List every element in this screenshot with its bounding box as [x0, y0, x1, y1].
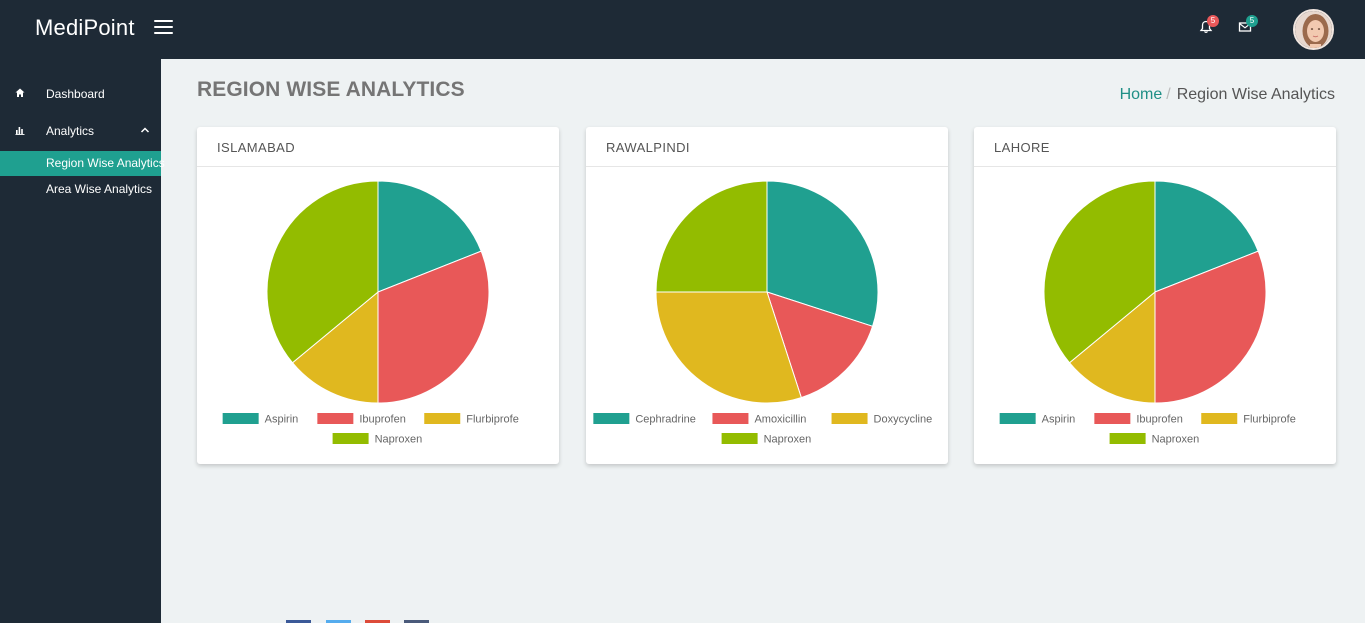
- top-navbar: MediPoint 5 5: [0, 0, 1365, 59]
- card-title: RAWALPINDI: [586, 127, 948, 167]
- sidebar-subitem-label: Region Wise Analytics: [46, 156, 165, 170]
- legend-swatch-doxycycline[interactable]: [831, 413, 868, 424]
- chevron-up-icon[interactable]: [140, 125, 150, 135]
- pie-slice-ibuprofen[interactable]: [377, 250, 490, 404]
- sidebar-subitem-region-wise-analytics[interactable]: Region Wise Analytics: [0, 151, 165, 176]
- pie-slice-naproxen[interactable]: [1043, 180, 1156, 364]
- pie-slice-flurbiprofe[interactable]: [291, 290, 379, 404]
- pie-chart: Aspirin Ibuprofen Flurbiprofe Naproxen: [999, 180, 1296, 446]
- pie-chart: Cephradrine Amoxicillin Doxycycline Naproxe…: [593, 180, 933, 446]
- legend-label-cephradrine[interactable]: Cephradrine: [635, 414, 696, 426]
- legend-label-naproxen[interactable]: Naproxen: [1152, 434, 1200, 446]
- notifications-bell-icon[interactable]: 5: [1199, 15, 1219, 36]
- legend-swatch-flurbiprofe[interactable]: [424, 413, 461, 424]
- sidebar-subitem-area-wise-analytics[interactable]: Area Wise Analytics: [0, 177, 161, 202]
- card-title: ISLAMABAD: [197, 127, 559, 167]
- sidebar-item-label: Analytics: [46, 124, 95, 138]
- twitter-icon[interactable]: [326, 620, 351, 623]
- legend-label-flurbiprofe[interactable]: Flurbiprofe: [466, 414, 519, 426]
- legend-swatch-aspirin[interactable]: [222, 413, 259, 424]
- google-plus-icon[interactable]: [365, 620, 390, 623]
- legend-swatch-naproxen[interactable]: [332, 433, 369, 444]
- legend-label-doxycycline[interactable]: Doxycycline: [874, 414, 933, 426]
- pie-slice-naproxen[interactable]: [266, 180, 379, 364]
- pie-slice-doxycycline[interactable]: [655, 291, 802, 404]
- card-lahore: LAHORE Aspirin Ibuprofen Flurbiprofe Naprox…: [974, 127, 1336, 464]
- card-title: LAHORE: [974, 127, 1336, 167]
- legend-swatch-ibuprofen[interactable]: [1094, 413, 1131, 424]
- legend-label-ibuprofen[interactable]: Ibuprofen: [359, 414, 405, 426]
- legend-swatch-ibuprofen[interactable]: [317, 413, 354, 424]
- legend-label-naproxen[interactable]: Naproxen: [764, 434, 812, 446]
- messages-envelope-icon[interactable]: 5: [1238, 15, 1258, 36]
- legend-swatch-amoxicillin[interactable]: [712, 413, 749, 424]
- pie-slice-amoxicillin[interactable]: [766, 291, 874, 399]
- brand-logo[interactable]: MediPoint: [35, 15, 135, 40]
- legend-label-ibuprofen[interactable]: Ibuprofen: [1136, 414, 1182, 426]
- menu-toggle-icon[interactable]: [154, 20, 173, 36]
- pie-slice-aspirin[interactable]: [1154, 180, 1259, 293]
- home-icon: [15, 88, 25, 97]
- legend-swatch-naproxen[interactable]: [1109, 433, 1146, 444]
- breadcrumb-current: Region Wise Analytics: [1176, 86, 1335, 103]
- sidebar-subitem-label: Area Wise Analytics: [46, 182, 153, 196]
- legend-label-aspirin[interactable]: Aspirin: [1042, 414, 1076, 426]
- sidebar-item-analytics[interactable]: Analytics: [0, 118, 161, 144]
- legend-swatch-flurbiprofe[interactable]: [1201, 413, 1238, 424]
- breadcrumb: Home / Region Wise Analytics: [1119, 86, 1335, 103]
- pie-slice-ibuprofen[interactable]: [1154, 250, 1267, 404]
- bar-chart-icon: [15, 127, 25, 135]
- page-title: REGION WISE ANALYTICS: [197, 78, 465, 101]
- pie-chart: Aspirin Ibuprofen Flurbiprofe Naproxen: [222, 180, 519, 446]
- sidebar-item-label: Dashboard: [46, 87, 105, 101]
- legend-label-aspirin[interactable]: Aspirin: [265, 414, 299, 426]
- breadcrumb-home-link[interactable]: Home: [1119, 86, 1163, 103]
- pie-slice-cephradrine[interactable]: [766, 180, 879, 327]
- pie-slice-naproxen[interactable]: [655, 180, 768, 293]
- legend-swatch-naproxen[interactable]: [721, 433, 758, 444]
- user-avatar[interactable]: [1293, 9, 1334, 50]
- linkedin-icon[interactable]: [404, 620, 429, 623]
- pie-slice-aspirin[interactable]: [377, 180, 482, 293]
- message-count-badge: 5: [1246, 15, 1258, 27]
- sidebar: Dashboard Analytics Region Wise Analytic…: [0, 59, 165, 623]
- card-islamabad: ISLAMABAD Aspirin Ibuprofen Flurbiprofe Nap…: [197, 127, 559, 464]
- legend-label-amoxicillin[interactable]: Amoxicillin: [754, 414, 806, 426]
- facebook-icon[interactable]: [286, 620, 311, 623]
- legend-label-flurbiprofe[interactable]: Flurbiprofe: [1243, 414, 1296, 426]
- card-rawalpindi: RAWALPINDI Cephradrine Amoxicillin Doxycyc…: [586, 127, 948, 464]
- sidebar-item-dashboard[interactable]: Dashboard: [0, 81, 161, 107]
- pie-slice-flurbiprofe[interactable]: [1068, 290, 1156, 404]
- legend-swatch-cephradrine[interactable]: [593, 413, 630, 424]
- legend-swatch-aspirin[interactable]: [999, 413, 1036, 424]
- notification-count-badge: 5: [1207, 15, 1219, 27]
- legend-label-naproxen[interactable]: Naproxen: [375, 434, 423, 446]
